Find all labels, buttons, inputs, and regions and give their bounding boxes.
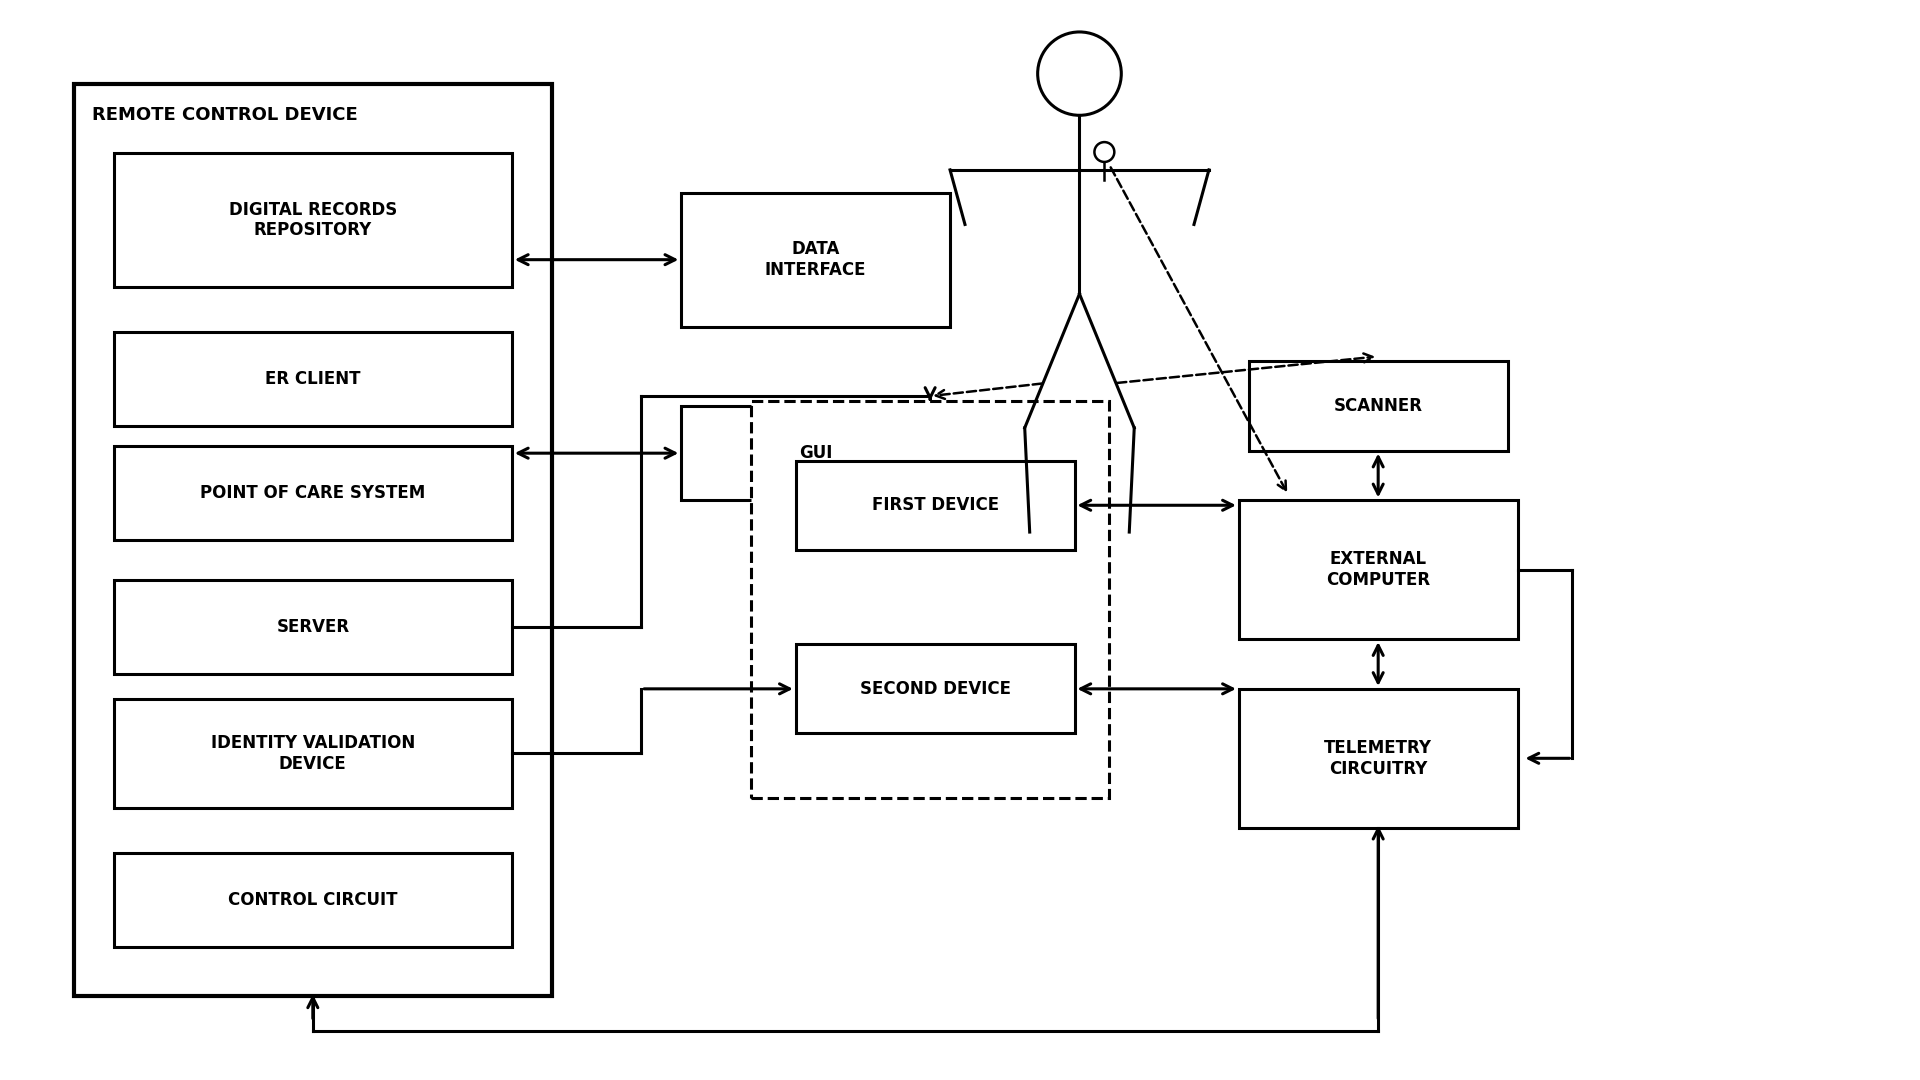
Text: SCANNER: SCANNER: [1334, 397, 1423, 415]
Text: FIRST DEVICE: FIRST DEVICE: [872, 497, 998, 514]
Bar: [1238, 689, 1517, 827]
Bar: [751, 401, 1110, 798]
Bar: [113, 153, 513, 287]
Bar: [1238, 500, 1517, 639]
Text: DIGITAL RECORDS
REPOSITORY: DIGITAL RECORDS REPOSITORY: [228, 201, 397, 240]
Bar: [795, 644, 1075, 733]
Text: SECOND DEVICE: SECOND DEVICE: [860, 679, 1010, 698]
Text: SERVER: SERVER: [276, 618, 349, 636]
Text: REMOTE CONTROL DEVICE: REMOTE CONTROL DEVICE: [92, 106, 357, 124]
Bar: [113, 580, 513, 674]
Text: CONTROL CIRCUIT: CONTROL CIRCUIT: [228, 891, 397, 908]
Text: TELEMETRY
CIRCUITRY: TELEMETRY CIRCUITRY: [1325, 739, 1432, 778]
Bar: [113, 852, 513, 947]
Bar: [682, 192, 950, 326]
Bar: [113, 332, 513, 426]
Text: DATA
INTERFACE: DATA INTERFACE: [764, 240, 866, 279]
Bar: [795, 460, 1075, 550]
Bar: [1248, 362, 1507, 450]
Bar: [113, 699, 513, 808]
Bar: [73, 83, 551, 997]
Text: EXTERNAL
COMPUTER: EXTERNAL COMPUTER: [1327, 551, 1430, 590]
Text: IDENTITY VALIDATION
DEVICE: IDENTITY VALIDATION DEVICE: [211, 734, 415, 773]
Text: GUI: GUI: [799, 444, 831, 462]
Bar: [113, 446, 513, 540]
Bar: [682, 406, 950, 500]
Text: POINT OF CARE SYSTEM: POINT OF CARE SYSTEM: [200, 484, 426, 502]
Text: ER CLIENT: ER CLIENT: [265, 369, 361, 388]
